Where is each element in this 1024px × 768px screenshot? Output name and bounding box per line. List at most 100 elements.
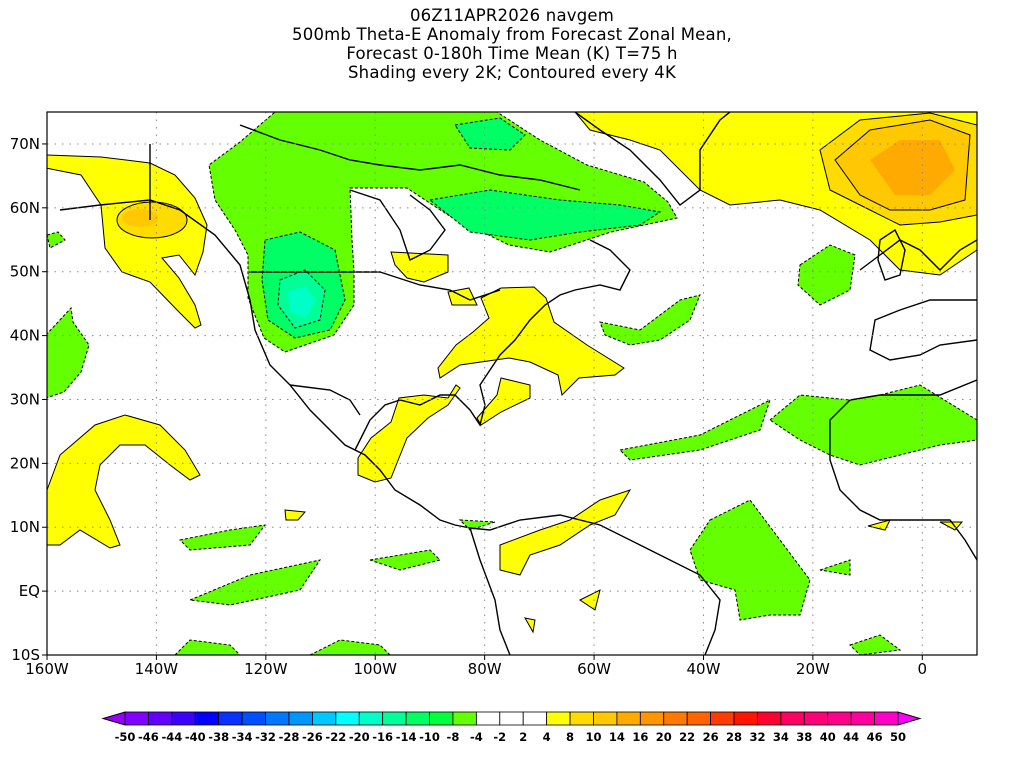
alaska-plus10-region xyxy=(122,209,158,227)
brazil-positive-region xyxy=(524,617,536,634)
colorbar-label: -22 xyxy=(325,730,346,744)
pacific-negative-region-2 xyxy=(188,559,322,606)
central-canada-positive-region xyxy=(390,251,449,283)
colorbar-label: 8 xyxy=(566,730,574,744)
colorbar-label: 20 xyxy=(656,730,672,744)
africa-negative-region xyxy=(769,384,977,466)
positive-anomaly-regions xyxy=(47,112,977,634)
colorbar-label: 26 xyxy=(703,730,719,744)
africa-coast xyxy=(829,379,977,561)
axis-ticks: 160W 140W 120W 100W 80W 60W 40W 20W 0 70N 60N 50N 40… xyxy=(10,135,927,678)
colorbar-swatch xyxy=(475,711,501,726)
colorbar-label: 22 xyxy=(679,730,695,744)
colorbar-swatch xyxy=(452,711,477,726)
greenland-coast xyxy=(574,112,731,206)
africa-positive-region-2 xyxy=(939,521,964,531)
colorbar-swatch xyxy=(218,711,243,726)
colorbar-swatch xyxy=(429,711,454,726)
south-atlantic-negative-region xyxy=(689,499,811,621)
colorbar-over-triangle xyxy=(897,711,922,726)
gulf-positive-region xyxy=(357,384,461,483)
colorbar-swatch xyxy=(241,711,266,726)
colorbar-swatch xyxy=(288,711,313,726)
x-tick-label: 20W xyxy=(796,660,830,678)
y-tick-label: 40N xyxy=(10,327,40,345)
colorbar-label: 2 xyxy=(519,730,527,744)
atlantic-negative-region xyxy=(599,294,701,346)
north-america-west-coast xyxy=(59,199,471,529)
colorbar-label: 38 xyxy=(796,730,812,744)
colorbar-swatch xyxy=(499,711,524,726)
colorbar-label: -26 xyxy=(302,730,323,744)
scandinavia-plus14-region xyxy=(870,140,955,195)
colorbar-swatch xyxy=(663,711,688,726)
colorbar: -50 -46 -44 -40 -38 -34 -32 -28 -26 -22 -20 -16 -14-… xyxy=(101,711,922,744)
colorbar-swatch xyxy=(569,711,594,726)
amazon-positive-region xyxy=(579,589,601,611)
colorbar-swatch xyxy=(780,711,805,726)
negative-anomaly-regions xyxy=(47,112,977,655)
y-tick-label: 10N xyxy=(10,518,40,536)
east-pacific-positive-region xyxy=(284,509,307,521)
colorbar-label: -8 xyxy=(447,730,460,744)
colorbar-label: -10 xyxy=(419,730,440,744)
northern-europe-coast xyxy=(859,239,977,271)
title-line-1: 06Z11APR2026 navgem xyxy=(409,6,615,25)
colorbar-swatch xyxy=(639,711,665,726)
pacific-positive-region xyxy=(47,414,201,549)
europe-iberia-coast xyxy=(869,299,977,361)
colorbar-swatch xyxy=(733,711,758,726)
colorbar-label: 34 xyxy=(773,730,789,744)
y-tick-label: 50N xyxy=(10,263,40,281)
x-tick-label: 80W xyxy=(468,660,502,678)
map-frame xyxy=(46,111,978,656)
colorbar-swatch xyxy=(616,711,641,726)
colorbar-label: 40 xyxy=(820,730,836,744)
colorbar-label: -46 xyxy=(138,730,159,744)
africa-positive-region-1 xyxy=(867,519,891,531)
colorbar-swatch xyxy=(827,711,852,726)
colorbar-label: 44 xyxy=(843,730,859,744)
colorbar-label: 32 xyxy=(749,730,765,744)
colorbar-label: 46 xyxy=(867,730,883,744)
south-pacific-negative-region-1 xyxy=(174,639,241,655)
x-tick-label: 40W xyxy=(687,660,721,678)
title-line-3: Forecast 0-180h Time Mean (K) T=75 h xyxy=(346,44,678,63)
south-america-north-coast xyxy=(469,514,721,655)
colorbar-swatch xyxy=(874,711,899,726)
colorbar-swatch xyxy=(358,711,384,726)
colorbar-label: -32 xyxy=(255,730,276,744)
us-canada-border xyxy=(249,271,501,301)
pacific-negative-region-1 xyxy=(178,524,267,551)
y-tick-label: 10S xyxy=(11,646,40,664)
colorbar-label: -4 xyxy=(470,730,483,744)
colorbar-label: -44 xyxy=(161,730,182,744)
colorbar-swatch xyxy=(710,711,735,726)
colorbar-swatch xyxy=(405,711,430,726)
colorbar-swatch xyxy=(335,711,360,726)
colorbar-label: -34 xyxy=(232,730,253,744)
colorbar-swatch xyxy=(148,711,173,726)
y-tick-label: 60N xyxy=(10,199,40,217)
colorbar-swatch xyxy=(546,711,571,726)
colorbar-swatch xyxy=(850,711,875,726)
colorbar-swatch xyxy=(265,711,290,726)
colorbar-label: -50 xyxy=(115,730,136,744)
colorbar-swatch xyxy=(382,711,407,726)
colorbar-label: 10 xyxy=(585,730,601,744)
colorbar-label: -2 xyxy=(493,730,506,744)
south-atlantic-negative-region-2 xyxy=(849,634,902,655)
south-pacific-negative-region-2 xyxy=(309,639,391,655)
bering-negative-region xyxy=(47,231,66,249)
us-east-positive-region xyxy=(437,286,625,397)
colorbar-swatch xyxy=(803,711,829,726)
mid-atlantic-negative-region xyxy=(618,399,771,461)
colorbar-label: 4 xyxy=(543,730,551,744)
y-tick-label: 20N xyxy=(10,454,40,472)
colorbar-under-triangle xyxy=(101,711,126,726)
colorbar-swatch xyxy=(686,711,712,726)
colorbar-label: -38 xyxy=(208,730,229,744)
colorbar-swatch xyxy=(757,711,782,726)
colorbar-swatch xyxy=(593,711,618,726)
colorbar-swatch xyxy=(171,711,196,726)
